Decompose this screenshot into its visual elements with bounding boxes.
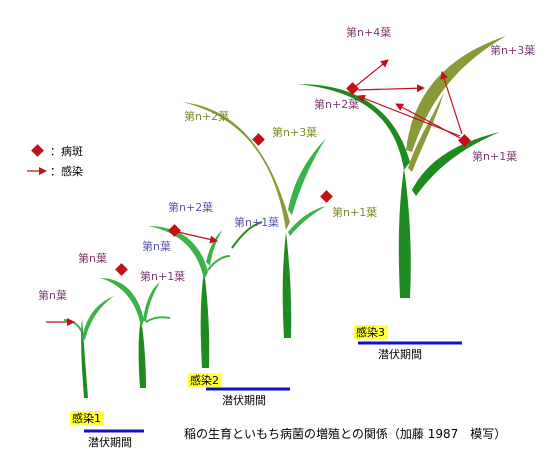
leaf-label-n: 第n葉 xyxy=(38,288,67,302)
plant-5: 第n+1葉 xyxy=(231,215,279,249)
leaf-label-n1: 第n+1葉 xyxy=(140,269,185,283)
legend-lesion-label: ：病斑 xyxy=(50,144,83,158)
lesion-p2 xyxy=(115,263,128,276)
stage-1: 感染1 潜伏期間 xyxy=(70,411,144,449)
lesion-p4-b xyxy=(320,190,333,203)
stage-2: 感染2 潜伏期間 xyxy=(188,373,290,407)
stage-label: 感染1 xyxy=(72,411,101,425)
infection-arrow-2 xyxy=(177,231,218,244)
latent-label: 潜伏期間 xyxy=(378,347,422,361)
lesion-p6-a xyxy=(346,82,359,95)
lesion-p4-a xyxy=(252,133,265,146)
latent-label: 潜伏期間 xyxy=(88,435,132,449)
lesion-p6-b xyxy=(458,134,471,147)
plant-4: 第n+2葉 第n+3葉 第n+1葉 xyxy=(182,102,377,338)
stage-label-bg xyxy=(188,373,222,387)
legend-infection-label: ：感染 xyxy=(50,164,83,178)
leaf-label-n2: 第n+2葉 xyxy=(168,200,213,214)
leaf-label-n2: 第n+2葉 xyxy=(314,97,359,111)
plant-2: 第n葉 第n+1葉 xyxy=(78,251,185,388)
leaf-label-n1: 第n+1葉 xyxy=(332,205,377,219)
stage-label: 感染2 xyxy=(190,373,219,387)
leaf-label-n3: 第n+3葉 xyxy=(272,125,317,139)
stage-label-bg xyxy=(354,325,388,339)
leaf-label-n: 第n葉 xyxy=(78,251,107,265)
caption: 稲の生育といもち病菌の増殖との関係（加藤 1987 模写） xyxy=(184,426,506,441)
leaf-label-n4: 第n+4葉 xyxy=(346,25,391,39)
leaf-label-n1: 第n+1葉 xyxy=(234,215,279,229)
stage-3: 感染3 潜伏期間 xyxy=(354,325,462,361)
latent-label: 潜伏期間 xyxy=(222,393,266,407)
plant-6: 第n+4葉 第n+3葉 第n+2葉 第n+1葉 xyxy=(298,25,535,298)
leaf-label-n1: 第n+1葉 xyxy=(472,149,517,163)
stage-label-bg xyxy=(70,411,104,425)
leaf-label-n2: 第n+2葉 xyxy=(184,109,229,123)
infection-arrow-3e xyxy=(395,103,461,139)
infection-arrow-3d xyxy=(440,71,463,135)
legend-lesion-icon xyxy=(31,144,44,157)
lesion-p3 xyxy=(168,224,181,237)
plant-1: 第n葉 xyxy=(38,288,114,398)
infection-arrow-3b xyxy=(357,84,425,93)
infection-arrow-3a xyxy=(355,59,389,87)
leaf-label-n: 第n葉 xyxy=(142,239,171,253)
stage-label: 感染3 xyxy=(356,325,385,339)
legend: ：病斑 ：感染 xyxy=(27,144,83,178)
leaf-label-n3: 第n+3葉 xyxy=(490,43,535,57)
plant-3: 第n葉 第n+2葉 xyxy=(142,200,231,368)
